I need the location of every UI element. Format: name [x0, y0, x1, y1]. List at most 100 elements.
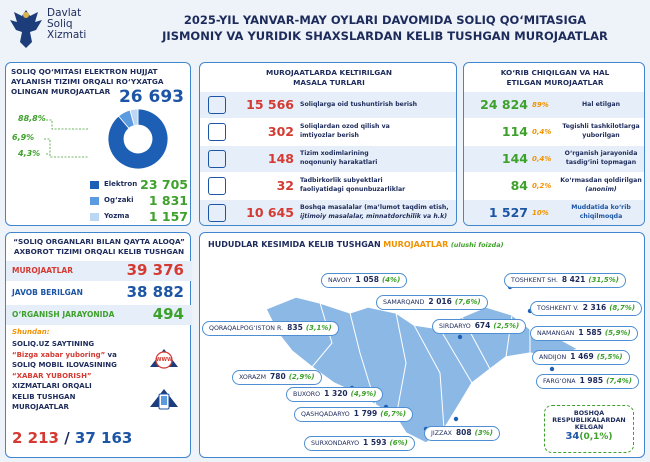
- region-value: 8 421: [561, 275, 586, 284]
- region-andijon: ANDIJON 1 469 (5,5%): [532, 350, 630, 365]
- legend-value-electron: 23 705: [140, 177, 188, 192]
- region-value: 2 316: [582, 303, 607, 312]
- result-value: 24 824: [480, 97, 528, 112]
- other-icon: [208, 204, 226, 222]
- result-value: 114: [501, 124, 528, 139]
- result-text-l1: Hal etilgan: [581, 101, 621, 108]
- result-text-l2: chiqilmoqda: [579, 212, 623, 220]
- result-row: 84 0,2% Ko‘rmasdan qoldirilgan (anonim): [464, 173, 644, 199]
- boshqa-l1: BOSHQA: [573, 410, 605, 417]
- boshqa-l2: RESPUBLIKALARDAN: [552, 417, 626, 424]
- result-row: 24 824 89% Hal etilgan: [464, 92, 644, 118]
- legend-label-electron: Elektron: [104, 180, 138, 188]
- region-value: 808: [455, 428, 472, 437]
- business-icon: [208, 177, 226, 195]
- tax-form-icon: [208, 123, 226, 141]
- topic-text: Tadbirkorlik subyektlari faoliyatidagi qo…: [300, 177, 405, 194]
- topic-text-l1: Boshqa masalalar (ma’lumot taqdim etish,: [300, 204, 449, 211]
- region-value: 780: [270, 372, 286, 381]
- region-name: TOSHKENT SH.: [511, 277, 558, 284]
- map-title-c: (ulushi foizda): [450, 241, 504, 249]
- aloqa-total: 2 213 / 37 163: [12, 429, 132, 447]
- region-qoraqalpogiston: QORAQALPOG‘ISTON R. 835 (3,1%): [202, 321, 339, 336]
- aloqa-row-javob: JAVOB BERILGAN 38 882: [6, 283, 192, 303]
- topic-value: 32: [276, 178, 294, 193]
- page-title: 2025-YIL YANVAR-MAY OYLARI DAVOMIDA SOLI…: [120, 12, 650, 44]
- aloqa-title-l1: “SOLIQ ORGANLARI BILAN QAYTA ALOQA”: [13, 237, 185, 246]
- topic-row: 32 Tadbirkorlik subyektlari faoliyatidagi …: [200, 173, 456, 199]
- legend-swatch-yozma: [90, 213, 99, 221]
- legend-ogzaki: Og‘zaki 1 831: [90, 193, 188, 208]
- topic-text-l2: faoliyatidagi qonunbuzarliklar: [300, 185, 406, 193]
- region-pct: (5,9%): [604, 329, 631, 337]
- region-namangan: NAMANGAN 1 585 (5,9%): [530, 326, 638, 341]
- leader-line-electron: [46, 119, 88, 130]
- region-pct: (3,1%): [305, 324, 332, 332]
- map-title-a: HUDUDLAR KESIMIDA KELIB TUSHGAN: [208, 240, 381, 249]
- results-list: 24 824 89% Hal etilgan 114 0,4% Tegishli tash…: [464, 92, 644, 225]
- region-name: BUXORO: [293, 391, 321, 398]
- pct-yozma: 4,3%: [18, 149, 41, 158]
- region-pct: (4,9%): [350, 390, 377, 398]
- topic-text-l1: Soliqlarga oid tushuntirish berish: [300, 101, 418, 108]
- region-pct: (2,9%): [288, 373, 315, 381]
- shundan-label: Shundan:: [12, 328, 50, 336]
- topic-value: 302: [267, 124, 294, 139]
- legend-swatch-electron: [90, 181, 99, 189]
- aloqa-row-murojaatlar: MUROJAATLAR 39 376: [6, 261, 192, 281]
- topics-title-l1: MUROJAATLARDA KELTIRILGAN: [265, 68, 393, 77]
- topic-text: Boshqa masalalar (ma’lumot taqdim etish,…: [300, 204, 449, 221]
- region-name: QORAQALPOG‘ISTON R.: [209, 325, 284, 332]
- result-pct: 0,4%: [532, 128, 552, 136]
- electronic-title-l3: OLINGAN MUROJAATLAR: [11, 87, 111, 96]
- topic-text-l2: ijtimoiy masalalar, minnatdorchilik va h…: [300, 212, 448, 220]
- result-pct: 0,2%: [532, 182, 552, 190]
- channel-line2: “Bizga xabar yuboring”: [12, 350, 106, 359]
- boshqa-pct: (0,1%): [579, 432, 613, 442]
- region-name: ANDIJON: [539, 354, 567, 361]
- topic-row: 302 Soliqlardan ozod qilish va imtiyozlar …: [200, 119, 456, 145]
- topic-text: Soliqlardan ozod qilish va imtiyozlar ber…: [300, 123, 390, 140]
- topic-text-l1: Tadbirkorlik subyektlari: [300, 177, 383, 184]
- donut-slice-electron: [107, 108, 169, 170]
- result-text-l1: Tegishli tashkilotlarga: [562, 123, 640, 130]
- result-text-l1: Muddatida ko‘rib: [571, 204, 631, 211]
- electronic-title: SOLIQ QO‘MITASI ELEKTRON HUJJAT AYLANISH…: [11, 67, 164, 97]
- region-qashqadaryo: QASHQADARYO 1 799 (6,7%): [294, 407, 414, 422]
- region-name: JIZZAX: [431, 430, 452, 437]
- result-text: Muddatida ko‘rib chiqilmoqda: [560, 204, 642, 221]
- region-name: XORAZM: [239, 374, 267, 381]
- region-toshkent-v: TOSHKENT V. 2 316 (8,7%): [530, 301, 643, 316]
- region-pct: (8,7%): [609, 304, 636, 312]
- region-pct: (2,5%): [493, 322, 520, 330]
- region-value: 1 320: [324, 389, 348, 398]
- result-pct: 89%: [532, 101, 549, 109]
- aloqa-value-murojaatlar: 39 376: [126, 261, 184, 279]
- aloqa-title: “SOLIQ ORGANLARI BILAN QAYTA ALOQA” AXBO…: [6, 237, 192, 257]
- channel-line6: KELIB TUSHGAN: [12, 392, 76, 401]
- leader-line-ogzaki: [44, 138, 88, 158]
- mobile-app-icon: [148, 385, 180, 411]
- legend-electron: Elektron 23 705: [90, 177, 188, 192]
- region-name: NAVOIY: [328, 277, 352, 284]
- map-title-b: MUROJAATLAR: [383, 240, 449, 249]
- region-pct: (7,4%): [606, 377, 632, 385]
- region-xorazm: XORAZM 780 (2,9%): [232, 370, 322, 385]
- topic-row: 15 566 Soliqlarga oid tushuntirish berish: [200, 92, 456, 118]
- result-text: Tegishli tashkilotlarga yuborilgan: [560, 123, 642, 140]
- map-title: HUDUDLAR KESIMIDA KELIB TUSHGAN MUROJAAT…: [208, 240, 504, 249]
- aloqa-label-murojaatlar: MUROJAATLAR: [12, 266, 73, 275]
- result-pct: 10%: [532, 209, 549, 217]
- pct-electron: 88,8%: [18, 114, 46, 123]
- topic-row: 148 Tizim xodimlarining noqonuniy harakatl…: [200, 146, 456, 172]
- region-value: 1 985: [579, 376, 604, 385]
- topic-text-l1: Tizim xodimlarining: [300, 150, 369, 157]
- legend-label-ogzaki: Og‘zaki: [104, 196, 134, 204]
- legend-swatch-ogzaki: [90, 197, 99, 205]
- result-row: 1 527 10% Muddatida ko‘rib chiqilmoqda: [464, 200, 644, 225]
- eagle-emblem-icon: [10, 10, 42, 48]
- result-text-l1: Ko‘rmasdan qoldirilgan: [560, 177, 642, 184]
- channel-line1: SOLIQ.UZ SAYTINING: [12, 340, 95, 348]
- donut-slice-yozma: [129, 108, 139, 127]
- boshqa-l3: KELGAN: [574, 424, 604, 431]
